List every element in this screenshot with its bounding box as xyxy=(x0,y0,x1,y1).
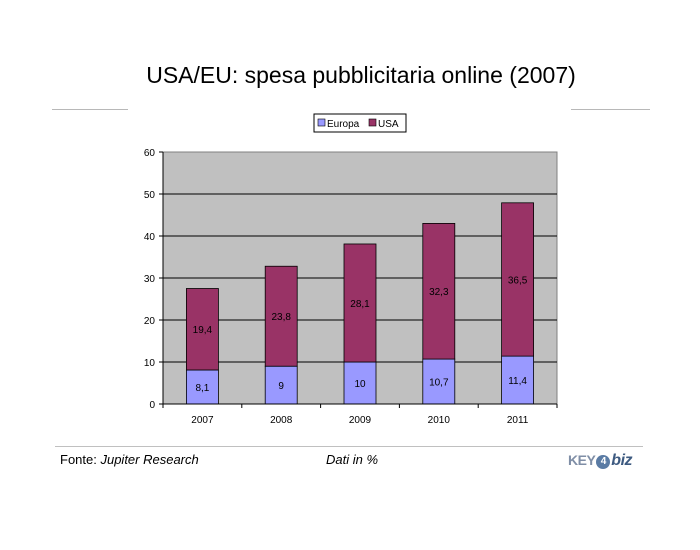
x-tick-label: 2011 xyxy=(507,415,529,426)
y-tick-label: 20 xyxy=(144,316,156,327)
source-name: Jupiter Research xyxy=(100,452,199,467)
units-note: Dati in % xyxy=(326,452,379,467)
y-tick-label: 60 xyxy=(144,148,156,159)
title-rule-left xyxy=(52,109,128,110)
bars: 8,1 19,4 9 23,8 10 28,1 10,7 32,3 11,4 36,5 xyxy=(185,202,535,405)
data-label: 19,4 xyxy=(193,325,213,336)
x-tick-label: 2009 xyxy=(349,415,372,426)
chart: Europa USA 8,1 19,4 9 23,8 10 28,1 10,7 32,3 11,4… xyxy=(144,113,558,426)
data-label: 10 xyxy=(354,379,366,390)
bar-usa xyxy=(185,288,219,371)
y-tick-label: 40 xyxy=(144,232,156,243)
key4biz-logo: KEY 4 biz xyxy=(568,452,633,474)
legend-box xyxy=(313,113,407,133)
legend-swatch-usa xyxy=(368,118,377,127)
data-label: 11,4 xyxy=(508,376,527,387)
source-credit: Fonte: Jupiter Research xyxy=(60,452,199,467)
source-prefix: Fonte: xyxy=(60,452,101,467)
y-tick-label: 10 xyxy=(144,358,156,369)
legend-swatch-europa xyxy=(317,118,326,127)
y-tick-label: 30 xyxy=(144,274,156,285)
footer-rule xyxy=(55,446,643,447)
legend: Europa USA xyxy=(313,113,407,133)
bar-europa xyxy=(264,365,298,405)
logo-four: 4 xyxy=(596,455,611,469)
x-tick-label: 2010 xyxy=(428,415,451,426)
bar-usa xyxy=(501,202,535,357)
data-label: 23,8 xyxy=(271,312,291,323)
axes: 0 10 20 30 40 50 60 2007 2008 2009 2010 2011 xyxy=(144,148,558,426)
x-tick-label: 2007 xyxy=(191,415,214,426)
data-label: 32,3 xyxy=(429,287,449,298)
data-label: 9 xyxy=(278,381,284,392)
x-tick-label: 2008 xyxy=(270,415,293,426)
title-rule-right xyxy=(571,109,650,110)
logo-biz: biz xyxy=(611,452,633,469)
y-tick-label: 0 xyxy=(149,400,155,411)
data-label: 8,1 xyxy=(195,383,209,394)
legend-label-usa: USA xyxy=(378,119,399,130)
chart-title: USA/EU: spesa pubblicitaria online (2007… xyxy=(146,62,576,88)
logo-key: KEY xyxy=(568,452,596,468)
data-label: 10,7 xyxy=(429,378,449,389)
bar-usa xyxy=(422,222,456,360)
data-label: 28,1 xyxy=(350,299,370,310)
bar-usa xyxy=(264,265,298,367)
bar-usa xyxy=(343,243,377,363)
bar-europa xyxy=(422,358,456,405)
data-label: 36,5 xyxy=(508,275,528,286)
legend-label-europa: Europa xyxy=(327,119,360,130)
y-tick-label: 50 xyxy=(144,190,156,201)
